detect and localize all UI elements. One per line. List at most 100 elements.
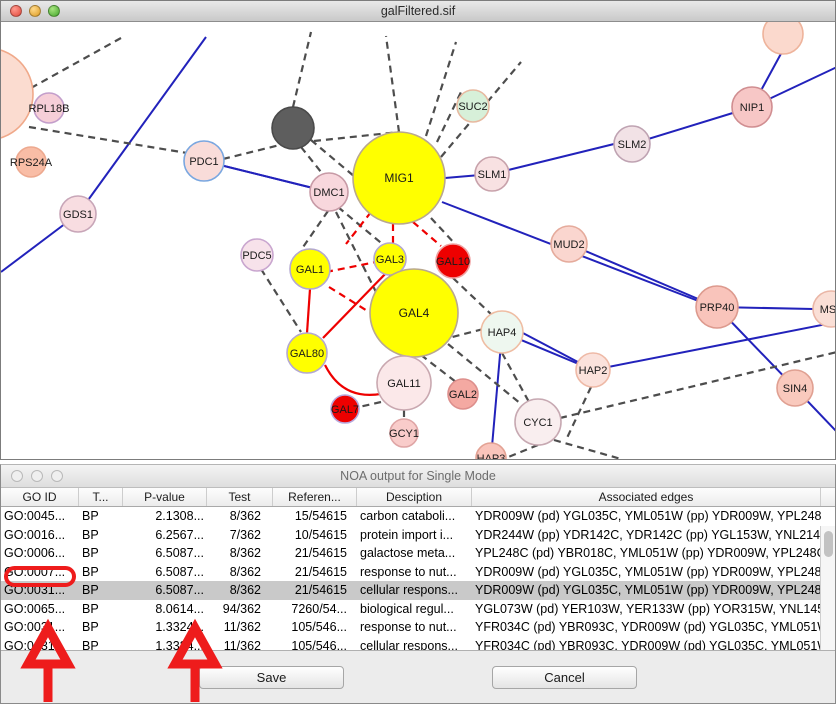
cell-type: BP xyxy=(82,638,99,650)
network-node[interactable]: RPS24A xyxy=(10,146,53,178)
window-titlebar[interactable]: galFiltered.sif xyxy=(1,1,835,22)
network-node[interactable] xyxy=(271,106,315,150)
network-node[interactable]: GAL4 xyxy=(369,268,459,358)
network-node[interactable]: PDC5 xyxy=(240,238,274,272)
network-node[interactable]: GCY1 xyxy=(389,418,419,448)
cell-edges: YDR009W (pd) YGL035C, YML051W (pp) YDR00… xyxy=(475,509,821,524)
network-node[interactable]: SUC2 xyxy=(456,89,490,123)
dialog-minimize-button[interactable] xyxy=(31,470,43,482)
scrollbar-thumb[interactable] xyxy=(824,531,833,557)
column-header-ref[interactable]: Referen... xyxy=(273,488,357,506)
dialog-titlebar[interactable]: NOA output for Single Mode xyxy=(1,465,835,488)
table-row[interactable]: GO:0016... BP 6.2567... 7/362 10/54615 protei… xyxy=(1,526,835,545)
table-vertical-scrollbar[interactable] xyxy=(820,526,835,650)
node-label: SIN4 xyxy=(783,383,807,395)
network-node[interactable] xyxy=(762,22,804,55)
table-row[interactable]: GO:0031... BP 1.3324... 11/362 105/546... res… xyxy=(1,618,835,637)
table-body[interactable]: GO:0045... BP 2.1308... 8/362 15/54615 carbon… xyxy=(1,507,835,650)
network-node[interactable]: SLM1 xyxy=(474,156,510,192)
network-node[interactable]: HAP2 xyxy=(575,352,611,388)
network-node[interactable]: GAL7 xyxy=(330,394,360,424)
node-label: GAL2 xyxy=(449,389,477,401)
network-node[interactable]: GAL2 xyxy=(447,378,479,410)
cell-test: 8/362 xyxy=(229,546,261,561)
table-row[interactable]: GO:0045... BP 2.1308... 8/362 15/54615 carbon… xyxy=(1,507,835,526)
network-node[interactable]: PDC1 xyxy=(183,140,225,182)
network-node[interactable]: GAL11 xyxy=(376,355,432,411)
dialog-zoom-button[interactable] xyxy=(51,470,63,482)
column-header-goid[interactable]: GO ID xyxy=(1,488,79,506)
close-button[interactable] xyxy=(10,5,22,17)
cell-ref: 7260/54... xyxy=(291,601,347,616)
network-node[interactable]: MSL xyxy=(812,290,836,328)
network-node[interactable]: MIG1 xyxy=(352,131,446,225)
network-node[interactable]: GAL10 xyxy=(435,243,471,279)
cell-pval: 6.5087... xyxy=(155,564,204,579)
network-node[interactable]: PRP40 xyxy=(695,285,739,329)
node-label: MSL xyxy=(820,304,836,316)
network-node[interactable]: MUD2 xyxy=(550,225,588,263)
dialog-title: NOA output for Single Mode xyxy=(340,469,496,483)
network-canvas[interactable]: RPL18B RPS24A GDS1 PDC1 PDC5 DMC1 MIG1 SUC2 SLM1… xyxy=(1,22,836,459)
table-row[interactable]: GO:0065... BP 8.0614... 94/362 7260/54... bio… xyxy=(1,600,835,619)
cell-desc: galactose meta... xyxy=(360,546,456,561)
cell-ref: 105/546... xyxy=(291,620,347,635)
network-node[interactable]: RPL18B xyxy=(29,92,70,124)
network-node[interactable]: SIN4 xyxy=(776,369,814,407)
cell-test: 7/362 xyxy=(229,527,261,542)
network-node[interactable]: DMC1 xyxy=(309,172,349,212)
cell-goid: GO:0016... xyxy=(4,527,66,542)
cell-ref: 21/54615 xyxy=(294,583,347,598)
network-node[interactable]: GAL1 xyxy=(289,248,331,290)
network-node[interactable]: GAL80 xyxy=(286,332,328,374)
save-button[interactable]: Save xyxy=(199,665,344,689)
node-label: RPL18B xyxy=(29,103,70,115)
table-row[interactable]: GO:0007... BP 6.5087... 8/362 21/54615 respon… xyxy=(1,563,835,582)
nodes-layer[interactable]: RPL18B RPS24A GDS1 PDC1 PDC5 DMC1 MIG1 SUC2 SLM1… xyxy=(1,22,836,459)
node-label: GAL7 xyxy=(331,404,359,416)
dialog-button-row: Save Cancel xyxy=(1,651,835,703)
network-node[interactable]: CYC1 xyxy=(514,398,562,446)
cell-edges: YFR034C (pd) YBR093C, YDR009W (pd) YGL03… xyxy=(475,638,821,650)
cell-ref: 21/54615 xyxy=(294,546,347,561)
dialog-close-button[interactable] xyxy=(11,470,23,482)
cell-goid: GO:0065... xyxy=(4,601,66,616)
cell-test: 94/362 xyxy=(222,601,261,616)
node-label: MUD2 xyxy=(553,239,584,251)
network-graph[interactable]: RPL18B RPS24A GDS1 PDC1 PDC5 DMC1 MIG1 SUC2 SLM1… xyxy=(1,22,836,459)
cell-desc: carbon cataboli... xyxy=(360,509,456,524)
network-node[interactable] xyxy=(1,48,34,140)
minimize-button[interactable] xyxy=(29,5,41,17)
column-header-pval[interactable]: P-value xyxy=(123,488,207,506)
network-node[interactable]: GAL3 xyxy=(373,242,407,276)
node-label: GAL4 xyxy=(399,306,430,320)
cell-edges: YDR009W (pd) YGL035C, YML051W (pp) YDR00… xyxy=(475,583,821,598)
table-row[interactable]: GO:0006... BP 6.5087... 8/362 21/54615 galact… xyxy=(1,544,835,563)
network-node[interactable]: HAP3 xyxy=(475,442,507,459)
network-node[interactable]: GDS1 xyxy=(59,195,97,233)
node-label: PDC1 xyxy=(189,156,218,168)
cell-edges: YPL248C (pd) YBR018C, YML051W (pp) YDR00… xyxy=(475,546,821,561)
table-header-row: GO ID T... P-value Test Referen... Desciption… xyxy=(1,488,835,507)
cell-test: 8/362 xyxy=(229,509,261,524)
node-label: CYC1 xyxy=(523,417,552,429)
network-node[interactable]: NIP1 xyxy=(731,86,773,128)
node-label: HAP3 xyxy=(477,453,506,459)
column-header-edges[interactable]: Associated edges xyxy=(472,488,821,506)
table-row[interactable]: GO:0031... BP 6.5087... 8/362 21/54615 cellul… xyxy=(1,581,835,600)
zoom-button[interactable] xyxy=(48,5,60,17)
cell-desc: protein import i... xyxy=(360,527,454,542)
column-header-desc[interactable]: Desciption xyxy=(357,488,472,506)
cell-type: BP xyxy=(82,620,99,635)
cell-pval: 6.2567... xyxy=(155,527,204,542)
column-header-type[interactable]: T... xyxy=(79,488,123,506)
cell-pval: 1.3324... xyxy=(155,638,204,650)
network-node[interactable]: HAP4 xyxy=(480,310,524,354)
column-header-test[interactable]: Test xyxy=(207,488,273,506)
table-row[interactable]: GO:0031... BP 1.3324... 11/362 105/546... cel… xyxy=(1,637,835,650)
cell-goid: GO:0031... xyxy=(4,638,66,650)
cancel-button[interactable]: Cancel xyxy=(492,665,637,689)
network-node[interactable]: SLM2 xyxy=(613,125,651,163)
edges-layer xyxy=(1,31,835,459)
cell-desc: response to nut... xyxy=(360,564,457,579)
